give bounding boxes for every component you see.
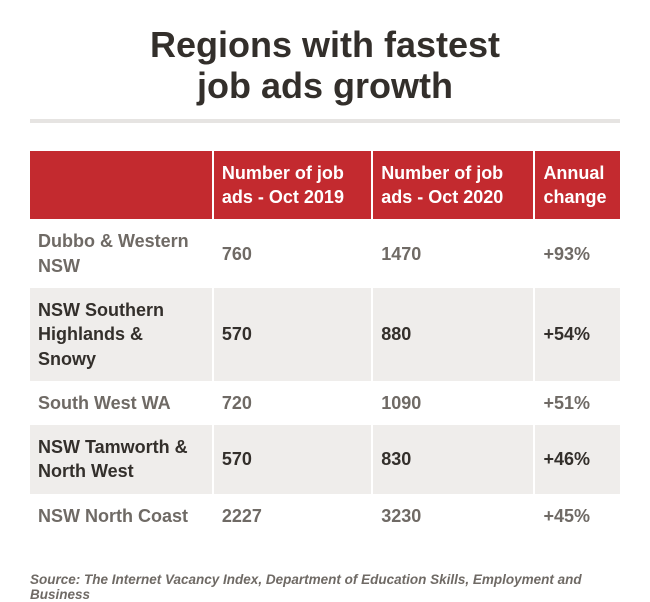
cell-change: +54% <box>534 288 620 381</box>
cell-change: +45% <box>534 494 620 538</box>
cell-change: +46% <box>534 425 620 494</box>
cell-2019: 2227 <box>213 494 372 538</box>
cell-region: South West WA <box>30 381 213 425</box>
page-title: Regions with fastest job ads growth <box>30 24 620 107</box>
col-header-region <box>30 151 213 220</box>
cell-2020: 3230 <box>372 494 534 538</box>
cell-2019: 570 <box>213 288 372 381</box>
cell-region: NSW Southern Highlands & Snowy <box>30 288 213 381</box>
cell-change: +93% <box>534 219 620 288</box>
cell-2020: 1470 <box>372 219 534 288</box>
col-header-change: Annual change <box>534 151 620 220</box>
cell-2019: 760 <box>213 219 372 288</box>
cell-2020: 880 <box>372 288 534 381</box>
cell-2019: 720 <box>213 381 372 425</box>
title-line-1: Regions with fastest <box>150 24 500 65</box>
col-header-2020: Number of job ads - Oct 2020 <box>372 151 534 220</box>
cell-region: NSW North Coast <box>30 494 213 538</box>
title-rule <box>30 119 620 123</box>
cell-region: NSW Tamworth & North West <box>30 425 213 494</box>
table-row: Dubbo & Western NSW 760 1470 +93% <box>30 219 620 288</box>
cell-2019: 570 <box>213 425 372 494</box>
cell-change: +51% <box>534 381 620 425</box>
table-row: NSW Tamworth & North West 570 830 +46% <box>30 425 620 494</box>
col-header-2019: Number of job ads - Oct 2019 <box>213 151 372 220</box>
cell-2020: 830 <box>372 425 534 494</box>
table-row: NSW Southern Highlands & Snowy 570 880 +… <box>30 288 620 381</box>
regions-table: Number of job ads - Oct 2019 Number of j… <box>30 151 620 538</box>
title-line-2: job ads growth <box>197 65 453 106</box>
table-header-row: Number of job ads - Oct 2019 Number of j… <box>30 151 620 220</box>
table-row: South West WA 720 1090 +51% <box>30 381 620 425</box>
cell-region: Dubbo & Western NSW <box>30 219 213 288</box>
table-row: NSW North Coast 2227 3230 +45% <box>30 494 620 538</box>
cell-2020: 1090 <box>372 381 534 425</box>
source-line: Source: The Internet Vacancy Index, Depa… <box>30 572 620 602</box>
